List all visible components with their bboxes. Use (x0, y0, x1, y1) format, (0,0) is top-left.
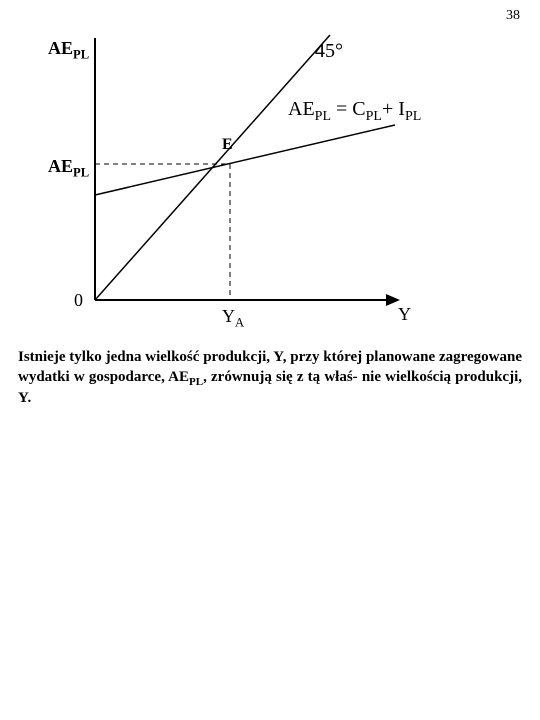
label-y: Y (398, 304, 411, 325)
label-e: E (222, 136, 233, 154)
label-ae-top: AEPL (48, 38, 89, 63)
keynesian-cross-chart: AEPL AEPL 0 Y YA 45° E AEPL = CPL+ IPL (0, 20, 540, 340)
label-origin: 0 (74, 290, 83, 311)
label-equation: AEPL = CPL+ IPL (288, 98, 421, 125)
label-ae-mid: AEPL (48, 156, 89, 181)
label-45: 45° (315, 40, 343, 63)
caption-text: Istnieje tylko jedna wielkość produkcji,… (18, 348, 522, 408)
label-ya: YA (222, 306, 244, 331)
line-ae (95, 125, 395, 195)
